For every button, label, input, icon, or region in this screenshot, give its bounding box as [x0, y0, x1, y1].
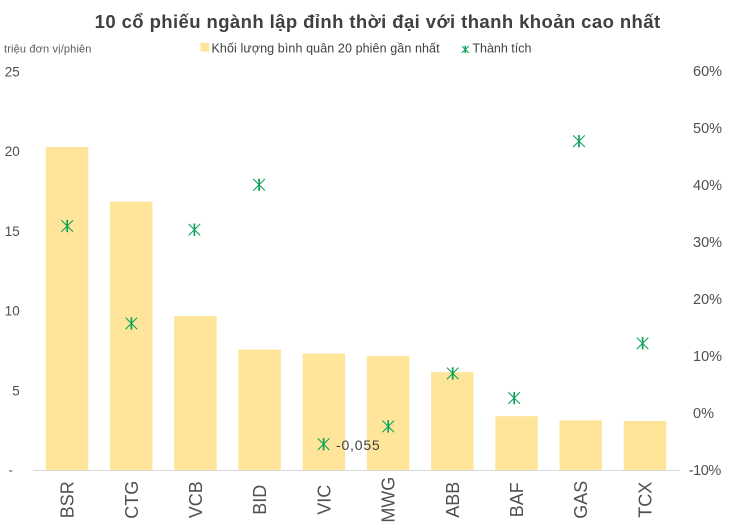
svg-text:-10%: -10% — [689, 463, 722, 479]
svg-text:-0,055: -0,055 — [336, 437, 381, 453]
svg-text:40%: 40% — [693, 178, 722, 194]
svg-text:VIC: VIC — [314, 485, 334, 515]
svg-text:15: 15 — [5, 224, 20, 239]
svg-text:30%: 30% — [693, 235, 722, 251]
svg-text:20: 20 — [5, 144, 20, 159]
svg-text:ABB: ABB — [443, 482, 463, 518]
svg-text:0%: 0% — [693, 406, 714, 422]
svg-text:VCB: VCB — [186, 481, 206, 518]
svg-text:25: 25 — [5, 65, 20, 80]
svg-text:10%: 10% — [693, 349, 722, 365]
svg-text:BAF: BAF — [507, 482, 527, 517]
svg-text:5: 5 — [12, 383, 19, 398]
svg-text:20%: 20% — [693, 292, 722, 308]
svg-text:CTG: CTG — [122, 481, 142, 519]
svg-text:MWG: MWG — [379, 477, 399, 523]
svg-text:BSR: BSR — [58, 481, 78, 518]
svg-text:BID: BID — [250, 485, 270, 515]
svg-text:TCX: TCX — [635, 482, 655, 518]
svg-text:-: - — [9, 462, 13, 477]
svg-text:50%: 50% — [693, 121, 722, 137]
svg-text:Thành tích: Thành tích — [472, 42, 531, 56]
svg-text:GAS: GAS — [571, 481, 591, 519]
svg-text:10: 10 — [5, 304, 20, 319]
svg-text:60%: 60% — [693, 64, 722, 80]
svg-text:10 cổ phiếu ngành lập đỉnh thờ: 10 cổ phiếu ngành lập đỉnh thời đại với … — [95, 11, 661, 32]
svg-text:triệu đơn vị/phiên: triệu đơn vị/phiên — [4, 44, 92, 56]
svg-text:Khối lượng bình quân 20 phiên: Khối lượng bình quân 20 phiên gần nhất — [212, 42, 441, 56]
